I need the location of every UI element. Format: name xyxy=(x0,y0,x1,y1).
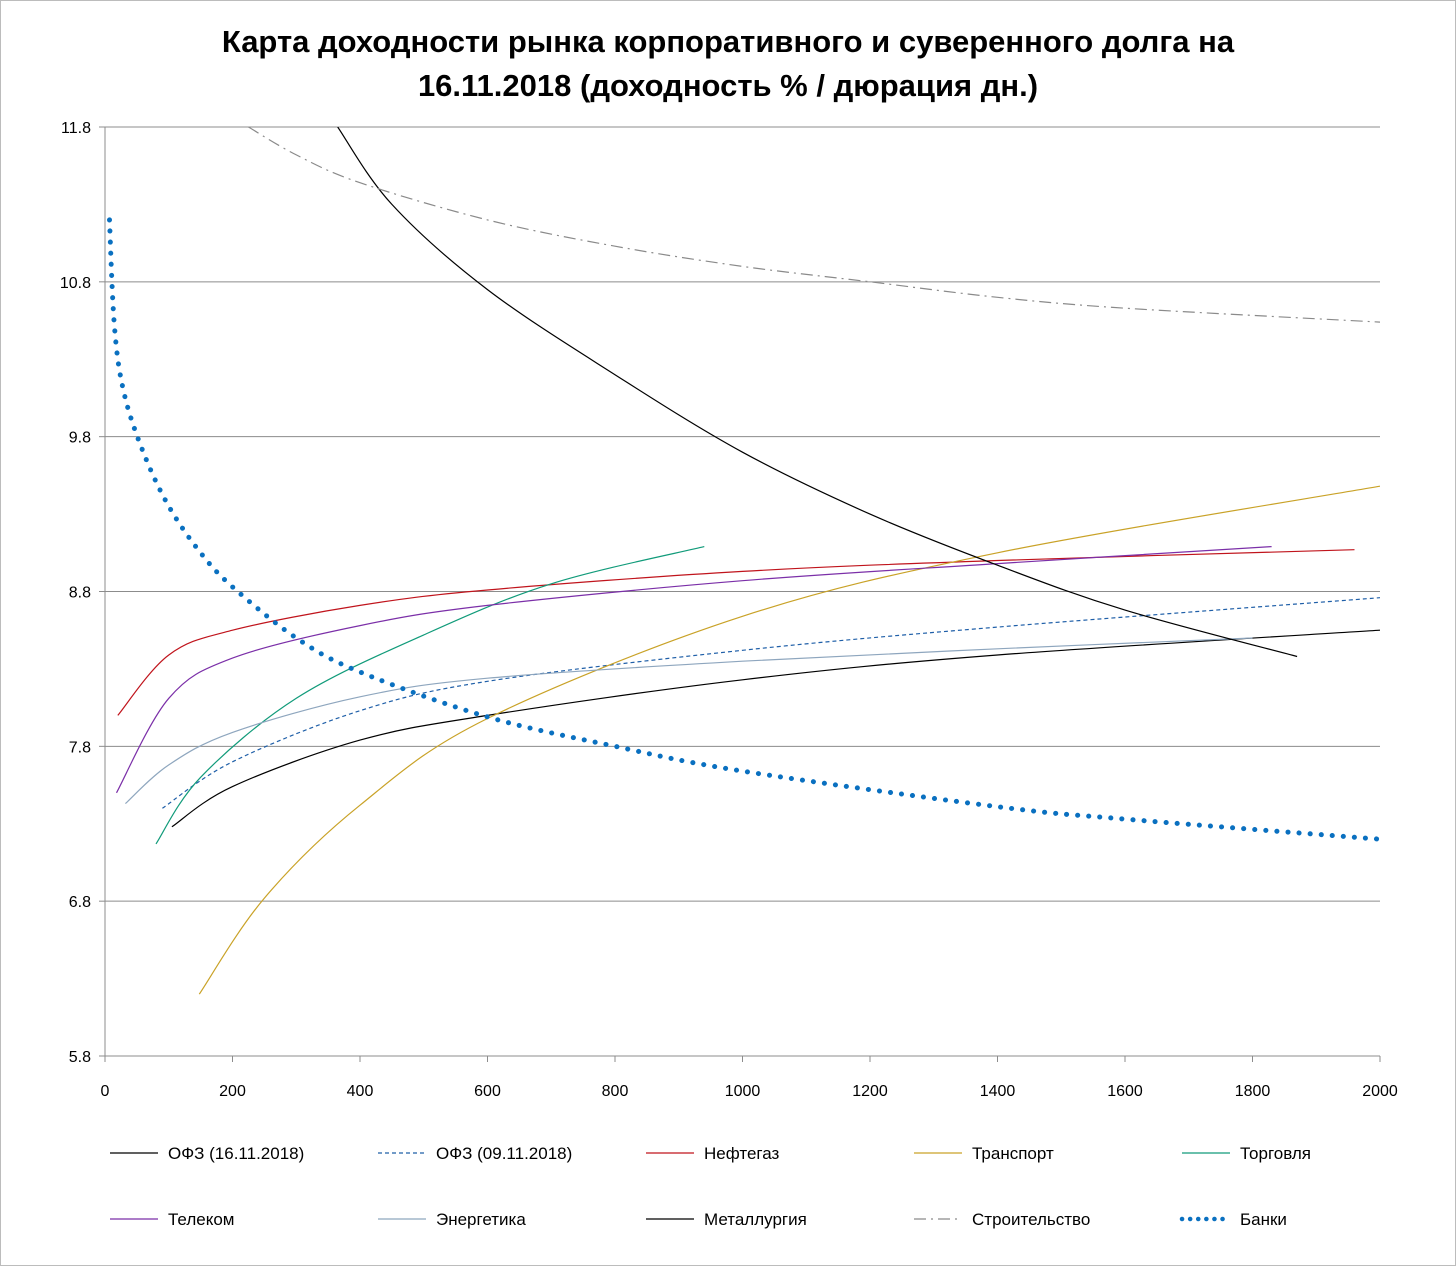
series-line-торговля xyxy=(155,546,705,845)
x-tick-label: 2000 xyxy=(1362,1083,1398,1100)
legend-item-офз-09-11-2018: ОФЗ (09.11.2018) xyxy=(378,1144,572,1163)
legend-item-офз-16-11-2018: ОФЗ (16.11.2018) xyxy=(110,1144,304,1163)
x-tick-label: 1800 xyxy=(1235,1083,1271,1100)
series-line-телеком xyxy=(115,546,1272,794)
legend-item-банки: Банки xyxy=(1179,1210,1287,1229)
x-tick-label: 1600 xyxy=(1107,1083,1143,1100)
legend-label: ОФЗ (16.11.2018) xyxy=(168,1144,304,1163)
series-line-банки xyxy=(107,217,1380,842)
legend-item-транспорт: Транспорт xyxy=(914,1144,1054,1163)
legend-label: Металлургия xyxy=(704,1210,807,1229)
legend-label: Банки xyxy=(1240,1210,1287,1229)
y-tick-label: 10.8 xyxy=(60,275,91,292)
series-line-нефтегаз xyxy=(117,549,1355,716)
x-tick-label: 0 xyxy=(101,1083,110,1100)
y-tick-label: 9.8 xyxy=(69,430,91,447)
legend-item-металлургия: Металлургия xyxy=(646,1210,807,1229)
chart-title-line-1: Карта доходности рынка корпоративного и … xyxy=(221,24,1235,59)
legend-item-нефтегаз: Нефтегаз xyxy=(646,1144,779,1163)
legend-label: Телеком xyxy=(168,1210,234,1229)
y-tick-label: 11.8 xyxy=(61,120,91,137)
series-line-строительство xyxy=(248,127,1380,323)
x-axis-ticks: 0 200 400 600 800 1000 1200 1400 1600 1800 2000 xyxy=(101,1056,1398,1100)
legend-label: Торговля xyxy=(1240,1144,1311,1163)
plot-area xyxy=(107,127,1380,995)
x-tick-label: 400 xyxy=(347,1083,374,1100)
legend-item-телеком: Телеком xyxy=(110,1210,234,1229)
legend-label: Транспорт xyxy=(972,1144,1054,1163)
x-tick-label: 600 xyxy=(474,1083,501,1100)
y-axis-ticks: 5.8 6.8 7.8 8.8 9.8 10.8 11.8 xyxy=(60,120,105,1066)
legend-item-торговля: Торговля xyxy=(1182,1144,1311,1163)
legend: ОФЗ (16.11.2018) ОФЗ (09.11.2018) Нефтегаз… xyxy=(110,1144,1311,1229)
series-line-транспорт xyxy=(198,485,1380,995)
legend-label: Строительство xyxy=(972,1210,1090,1229)
legend-item-строительство: Строительство xyxy=(914,1210,1090,1229)
x-tick-label: 200 xyxy=(219,1083,246,1100)
y-tick-label: 5.8 xyxy=(69,1049,91,1066)
grid-lines xyxy=(105,126,1380,902)
y-tick-label: 8.8 xyxy=(69,585,91,602)
chart-title-line-2: 16.11.2018 (доходность % / дюрация дн.) xyxy=(417,68,1039,103)
y-tick-label: 7.8 xyxy=(69,739,91,756)
legend-label: Нефтегаз xyxy=(704,1144,779,1163)
series-line-металлургия xyxy=(337,127,1298,658)
series-line-энергетика xyxy=(125,637,1253,805)
legend-label: ОФЗ (09.11.2018) xyxy=(436,1144,572,1163)
x-tick-label: 1400 xyxy=(980,1083,1016,1100)
legend-item-энергетика: Энергетика xyxy=(378,1210,526,1229)
x-tick-label: 1200 xyxy=(852,1083,888,1100)
x-tick-label: 1000 xyxy=(725,1083,761,1100)
y-tick-label: 6.8 xyxy=(69,894,91,911)
legend-label: Энергетика xyxy=(436,1210,526,1229)
chart-title: Карта доходности рынка корпоративного и … xyxy=(0,20,1456,108)
series-line-офз-09-11-2018 xyxy=(162,597,1380,809)
x-tick-label: 800 xyxy=(602,1083,629,1100)
series-line-офз-16-11-2018 xyxy=(171,629,1380,828)
